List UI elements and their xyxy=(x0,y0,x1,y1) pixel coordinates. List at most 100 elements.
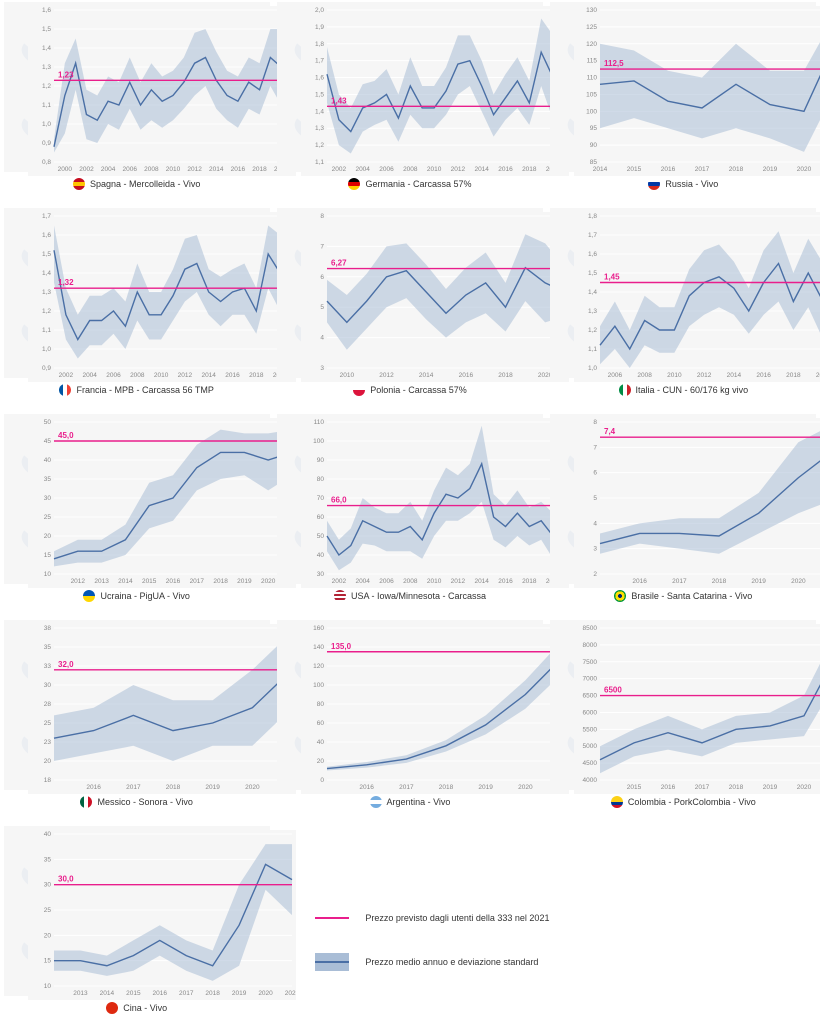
flag-icon-us xyxy=(334,590,346,602)
svg-text:2008: 2008 xyxy=(403,166,418,173)
svg-text:2020: 2020 xyxy=(518,784,533,791)
svg-text:2020: 2020 xyxy=(245,784,260,791)
svg-text:6: 6 xyxy=(320,274,324,281)
svg-text:2004: 2004 xyxy=(101,166,116,173)
chart-ru: 333333 859095100105110115120125130 112,5… xyxy=(550,2,816,172)
svg-text:1,9: 1,9 xyxy=(315,24,324,31)
svg-text:1,6: 1,6 xyxy=(42,232,51,239)
svg-text:2018: 2018 xyxy=(522,578,537,585)
svg-text:2019: 2019 xyxy=(752,578,767,585)
chart-svg-pl: 345678 6,27 201020122014201620182020 xyxy=(301,212,569,382)
svg-text:2016: 2016 xyxy=(225,372,240,379)
chart-caption-cn: Cina - Vivo xyxy=(106,1002,167,1014)
svg-text:1,1: 1,1 xyxy=(42,102,51,109)
flag-icon-fr xyxy=(59,384,71,396)
svg-text:2016: 2016 xyxy=(86,784,101,791)
svg-text:25: 25 xyxy=(43,907,51,914)
svg-text:2015: 2015 xyxy=(627,166,642,173)
svg-text:1,3: 1,3 xyxy=(588,308,597,315)
flag-icon-ua xyxy=(83,590,95,602)
chart-cell-br: 333333 2345678 7,4 201620172018201920202… xyxy=(549,414,818,616)
svg-text:2008: 2008 xyxy=(403,578,418,585)
svg-text:2008: 2008 xyxy=(130,372,145,379)
svg-text:2019: 2019 xyxy=(237,578,252,585)
svg-text:2012: 2012 xyxy=(451,166,466,173)
svg-text:2012: 2012 xyxy=(187,166,202,173)
chart-svg-co: 4000450050005500600065007000750080008500… xyxy=(574,624,820,794)
svg-text:100: 100 xyxy=(586,108,597,115)
legend-mean-text: Prezzo medio annuo e deviazione standard xyxy=(365,957,538,967)
svg-text:1,0: 1,0 xyxy=(42,346,51,353)
svg-text:6500: 6500 xyxy=(583,693,598,700)
caption-text: Brasile - Santa Catarina - Vivo xyxy=(631,591,752,601)
svg-text:2017: 2017 xyxy=(179,990,194,997)
chart-cell-cn: 333333 10152025303540 30,0 2013201420152… xyxy=(2,826,271,1028)
chart-caption-de: Germania - Carcassa 57% xyxy=(348,178,471,190)
svg-text:2018: 2018 xyxy=(729,166,744,173)
chart-caption-co: Colombia - PorkColombia - Vivo xyxy=(611,796,756,808)
svg-text:2000: 2000 xyxy=(57,166,72,173)
forecast-label: 32,0 xyxy=(58,660,74,669)
svg-text:2016: 2016 xyxy=(498,578,513,585)
chart-svg-fr: 0,91,01,11,21,31,41,51,61,7 1,32 2002200… xyxy=(28,212,296,382)
svg-text:1,3: 1,3 xyxy=(42,289,51,296)
chart-cell-mx: 333333 182023252830333538 32,0 201620172… xyxy=(2,620,271,822)
chart-br: 333333 2345678 7,4 201620172018201920202… xyxy=(550,414,816,584)
svg-text:60: 60 xyxy=(317,514,325,521)
svg-text:2010: 2010 xyxy=(427,166,442,173)
forecast-label: 1,43 xyxy=(331,96,347,105)
svg-text:2018: 2018 xyxy=(786,372,801,379)
flag-icon-br xyxy=(614,590,626,602)
svg-text:2008: 2008 xyxy=(638,372,653,379)
svg-text:2012: 2012 xyxy=(70,578,85,585)
chart-ua: 333333 101520253035404550 45,0 201220132… xyxy=(4,414,270,584)
deviation-band xyxy=(327,18,565,153)
svg-text:2014: 2014 xyxy=(209,166,224,173)
svg-text:1,1: 1,1 xyxy=(42,327,51,334)
svg-text:110: 110 xyxy=(587,75,598,82)
svg-text:25: 25 xyxy=(43,514,51,521)
svg-text:7: 7 xyxy=(594,444,598,451)
svg-text:2014: 2014 xyxy=(593,166,608,173)
svg-text:2019: 2019 xyxy=(232,990,247,997)
svg-text:30: 30 xyxy=(43,882,51,889)
svg-text:45: 45 xyxy=(43,438,51,445)
forecast-label: 45,0 xyxy=(58,431,74,440)
svg-text:2018: 2018 xyxy=(729,784,744,791)
flag-icon-co xyxy=(611,796,623,808)
svg-text:2020: 2020 xyxy=(258,990,273,997)
flag-icon-cn xyxy=(106,1002,118,1014)
svg-text:2002: 2002 xyxy=(79,166,94,173)
svg-text:30: 30 xyxy=(43,682,51,689)
svg-text:1,0: 1,0 xyxy=(588,365,597,372)
svg-text:2020: 2020 xyxy=(791,578,806,585)
svg-text:2016: 2016 xyxy=(757,372,772,379)
chart-svg-it: 1,01,11,21,31,41,51,61,71,8 1,45 2006200… xyxy=(574,212,820,382)
svg-text:2017: 2017 xyxy=(672,578,687,585)
svg-text:105: 105 xyxy=(586,91,597,98)
forecast-label: 6500 xyxy=(604,686,622,695)
flag-icon-ru xyxy=(648,178,660,190)
chart-it: 333333 1,01,11,21,31,41,51,61,71,8 1,45 … xyxy=(550,208,816,378)
svg-text:2016: 2016 xyxy=(459,372,474,379)
svg-text:4: 4 xyxy=(594,520,598,527)
deviation-band xyxy=(600,231,820,368)
svg-text:1,7: 1,7 xyxy=(42,213,51,220)
svg-text:2004: 2004 xyxy=(82,372,97,379)
svg-text:2004: 2004 xyxy=(355,166,370,173)
svg-text:1,4: 1,4 xyxy=(42,270,51,277)
svg-text:2014: 2014 xyxy=(474,578,489,585)
svg-text:1,4: 1,4 xyxy=(315,108,324,115)
chart-co: 333333 400045005000550060006500700075008… xyxy=(550,620,816,790)
svg-text:6: 6 xyxy=(594,470,598,477)
svg-text:5000: 5000 xyxy=(583,743,598,750)
svg-text:2018: 2018 xyxy=(522,166,537,173)
chart-us: 333333 30405060708090100110 66,0 2002200… xyxy=(277,414,543,584)
svg-text:2002: 2002 xyxy=(58,372,73,379)
svg-text:2013: 2013 xyxy=(94,578,109,585)
forecast-label: 30,0 xyxy=(58,875,74,884)
svg-text:2006: 2006 xyxy=(608,372,623,379)
svg-text:20: 20 xyxy=(43,932,51,939)
chart-cell-pl: 333333 345678 6,27 201020122014201620182… xyxy=(275,208,544,410)
svg-text:100: 100 xyxy=(313,438,324,445)
